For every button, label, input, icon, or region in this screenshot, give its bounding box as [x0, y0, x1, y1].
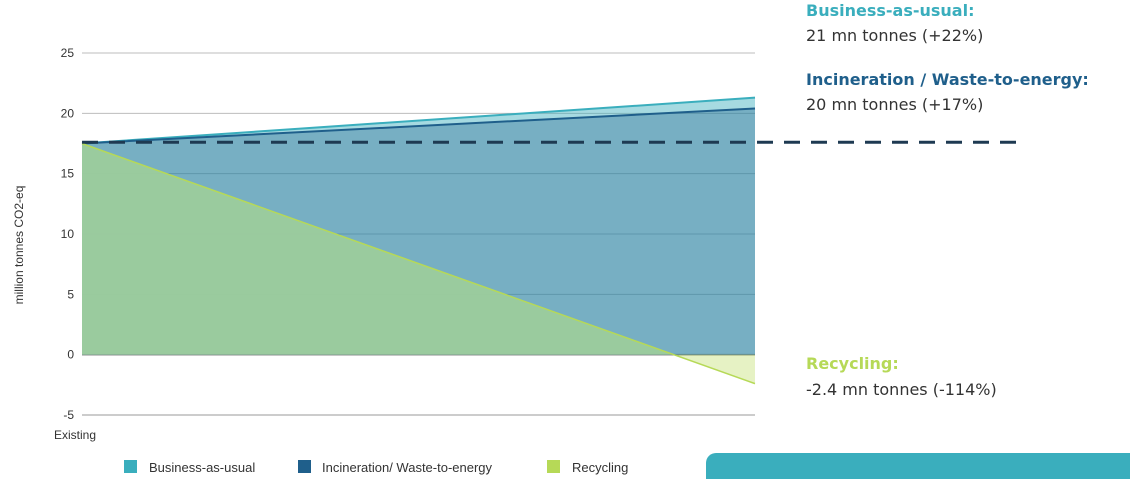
y-axis-ticks: 25 20 15 10 5 0 -5	[61, 46, 75, 422]
legend: Business-as-usual Incineration/ Waste-to…	[124, 460, 628, 475]
annotation-value-recycling: -2.4 mn tonnes (-114%)	[806, 380, 997, 399]
legend-swatch-recycling	[547, 460, 560, 473]
y-tick-label: 10	[61, 227, 75, 241]
line-recycling	[81, 142, 756, 385]
annotation-value-incineration: 20 mn tonnes (+17%)	[806, 95, 984, 114]
y-tick-label: 0	[67, 348, 74, 362]
decorative-teal-bar	[706, 453, 1130, 479]
x-tick-label: Existing	[54, 428, 96, 442]
legend-swatch-incineration	[298, 460, 311, 473]
y-tick-label: 5	[67, 287, 74, 301]
legend-label-business-as-usual: Business-as-usual	[149, 460, 255, 475]
y-tick-label: -5	[63, 408, 74, 422]
legend-label-recycling: Recycling	[572, 460, 628, 475]
y-axis-title: million tonnes CO2-eq	[12, 186, 26, 305]
annotation-value-business-as-usual: 21 mn tonnes (+22%)	[806, 26, 984, 45]
legend-swatch-business-as-usual	[124, 460, 137, 473]
line-business-as-usual	[81, 96, 756, 145]
annotation-title-business-as-usual: Business-as-usual:	[806, 1, 975, 20]
series-lines	[81, 96, 756, 385]
y-tick-label: 15	[61, 167, 75, 181]
annotation-title-recycling: Recycling:	[806, 354, 899, 373]
y-tick-label: 20	[61, 106, 75, 120]
y-tick-label: 25	[61, 46, 75, 60]
line-incineration	[81, 107, 756, 145]
area-series	[82, 97, 755, 384]
legend-label-incineration: Incineration/ Waste-to-energy	[322, 460, 493, 475]
annotation-title-incineration: Incineration / Waste-to-energy:	[806, 70, 1089, 89]
